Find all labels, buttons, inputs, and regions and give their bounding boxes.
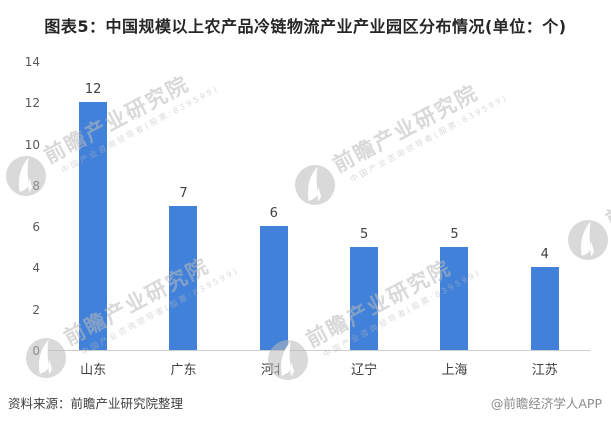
bar-group: 5 辽宁 (319, 62, 409, 378)
x-axis-label: 广东 (170, 363, 197, 378)
y-tick-label: 12 (24, 96, 40, 111)
y-tick-label: 2 (32, 302, 40, 317)
attribution-note: @前瞻经济学人APP (490, 396, 602, 411)
x-axis-label: 山东 (80, 363, 107, 378)
y-tick-label: 0 (32, 344, 40, 358)
x-axis-label: 上海 (441, 363, 468, 378)
y-tick-label: 14 (24, 55, 40, 69)
bar-value-label: 5 (450, 226, 459, 242)
y-tick-label: 10 (24, 137, 40, 152)
bar-group: 4 江苏 (500, 62, 590, 378)
bar (259, 226, 288, 350)
source-note: 资料来源：前瞻产业研究院整理 (8, 396, 184, 411)
y-tick-label: 4 (32, 261, 40, 276)
bar-group: 12 山东 (48, 62, 138, 378)
bar-value-label: 6 (269, 206, 278, 222)
bar (79, 102, 108, 350)
bar-value-label: 4 (540, 247, 549, 263)
bar-value-label: 12 (84, 82, 102, 98)
x-axis-label: 辽宁 (351, 363, 378, 378)
y-tick-label: 6 (32, 220, 40, 235)
bar-group: 5 上海 (409, 62, 499, 378)
bar (350, 246, 379, 350)
bars-container: 12 山东 7 广东 6 河北 5 辽宁 5 上海 4 江苏 (48, 62, 590, 378)
bar-value-label: 7 (179, 185, 188, 201)
bar (530, 267, 559, 350)
watermark-brand-text: 前瞻产业研究院 (602, 135, 611, 233)
y-tick-label: 8 (32, 178, 40, 193)
bar-value-label: 5 (360, 226, 369, 242)
bar (440, 246, 469, 350)
plot-area: 12 山东 7 广东 6 河北 5 辽宁 5 上海 4 江苏 (48, 62, 590, 378)
bar-group: 6 河北 (229, 62, 319, 378)
bar-group: 7 广东 (138, 62, 228, 378)
y-axis: 0 2 4 6 8 10 12 14 (0, 55, 40, 358)
bar (169, 205, 198, 350)
chart-title: 图表5：中国规模以上农产品冷链物流产业产业园区分布情况(单位：个) (44, 17, 567, 36)
x-axis-label: 河北 (260, 363, 287, 378)
x-axis-label: 江苏 (531, 363, 558, 378)
